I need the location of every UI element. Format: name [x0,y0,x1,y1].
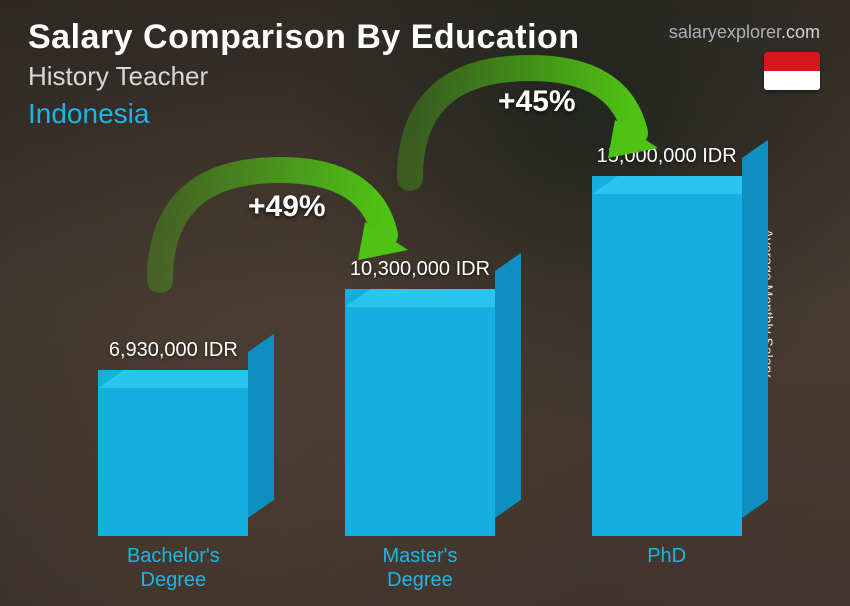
bar-face-side [248,334,274,518]
bar-value-label: 6,930,000 IDR [109,339,238,362]
bar-group: 6,930,000 IDR [83,339,263,536]
increase-pct-label: +45% [498,85,576,119]
bar-face-front [98,370,248,536]
bar-value-label: 15,000,000 IDR [597,145,737,168]
bar-face-side [495,253,521,518]
watermark-suffix: .com [781,22,820,42]
bar-group: 10,300,000 IDR [330,258,510,536]
increase-pct-label: +49% [248,190,326,224]
x-axis-label: Bachelor'sDegree [83,544,263,592]
subtitle: History Teacher [28,61,822,92]
country-label: Indonesia [28,98,822,130]
x-axis-label: Master'sDegree [330,544,510,592]
country-flag [764,52,820,90]
bar-3d [592,176,742,536]
bar-3d [98,370,248,536]
flag-top-stripe [764,52,820,71]
x-axis-label: PhD [577,544,757,592]
x-axis-labels: Bachelor'sDegree Master'sDegree PhD [50,544,790,592]
bar-3d [345,289,495,536]
bar-face-top [592,176,768,194]
bar-face-front [345,289,495,536]
bar-face-front [592,176,742,536]
bar-chart: 6,930,000 IDR 10,300,000 IDR 15,000,000 … [50,136,790,536]
flag-bottom-stripe [764,71,820,90]
bar-face-side [742,140,768,518]
watermark-brand: salaryexplorer [669,22,781,42]
bar-group: 15,000,000 IDR [577,145,757,536]
watermark: salaryexplorer.com [669,22,820,43]
bar-value-label: 10,300,000 IDR [350,258,490,281]
